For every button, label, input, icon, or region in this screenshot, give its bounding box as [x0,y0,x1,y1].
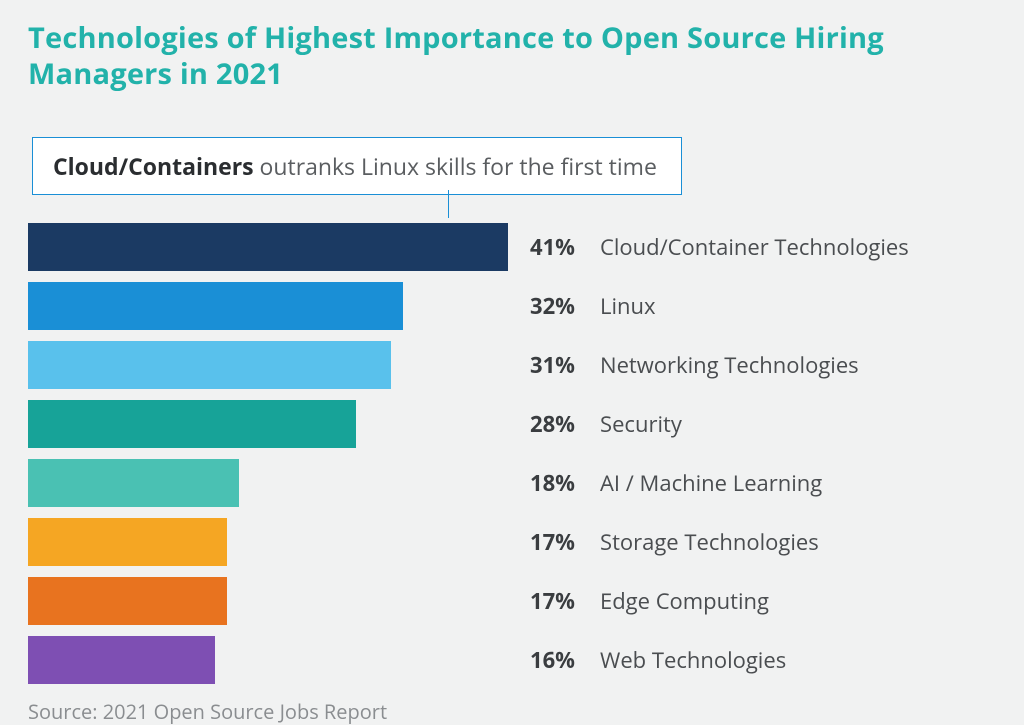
bar-label-area: 41%Cloud/Container Technologies [508,232,909,262]
bar-label-area: 32%Linux [508,291,656,321]
bar-percent: 32% [530,291,600,321]
bar [28,341,391,389]
bar [28,282,403,330]
bar [28,223,508,271]
bar-label-area: 16%Web Technologies [508,645,786,675]
bar [28,459,239,507]
bar-track [28,459,508,507]
bar-track [28,577,508,625]
source-text: Source: 2021 Open Source Jobs Report [28,698,996,725]
bar [28,518,227,566]
bar-label: Linux [600,291,656,321]
bar-chart: 41%Cloud/Container Technologies32%Linux3… [28,223,996,684]
bar-row: 16%Web Technologies [28,636,996,684]
bar-label: Edge Computing [600,586,769,616]
bar-row: 31%Networking Technologies [28,341,996,389]
callout-rest: outranks Linux skills for the first time [254,150,657,182]
bar-percent: 31% [530,350,600,380]
bar [28,577,227,625]
bar-label-area: 31%Networking Technologies [508,350,859,380]
bar-label: Security [600,409,682,439]
bar-percent: 17% [530,527,600,557]
bar-percent: 16% [530,645,600,675]
bar-label: Networking Technologies [600,350,859,380]
bar-label: Web Technologies [600,645,786,675]
bar-label-area: 28%Security [508,409,682,439]
bar-row: 17%Edge Computing [28,577,996,625]
bar-row: 28%Security [28,400,996,448]
bar-track [28,400,508,448]
bar-percent: 28% [530,409,600,439]
bar-percent: 18% [530,468,600,498]
bar-row: 41%Cloud/Container Technologies [28,223,996,271]
bar-row: 17%Storage Technologies [28,518,996,566]
callout-connector-line [448,190,449,218]
bar-label-area: 17%Storage Technologies [508,527,819,557]
chart-title: Technologies of Highest Importance to Op… [28,20,996,93]
bar-track [28,636,508,684]
bar-track [28,341,508,389]
bar-label: AI / Machine Learning [600,468,822,498]
bar-label-area: 18%AI / Machine Learning [508,468,822,498]
bar-track [28,282,508,330]
bar-track [28,518,508,566]
bar-label-area: 17%Edge Computing [508,586,769,616]
bar [28,400,356,448]
bar [28,636,215,684]
bar-percent: 41% [530,232,600,262]
bar-label: Cloud/Container Technologies [600,232,909,262]
bar-track [28,223,508,271]
callout-bold: Cloud/Containers [53,150,254,182]
bar-row: 32%Linux [28,282,996,330]
callout-wrap: Cloud/Containers outranks Linux skills f… [28,137,996,195]
bar-percent: 17% [530,586,600,616]
bar-label: Storage Technologies [600,527,819,557]
callout-box: Cloud/Containers outranks Linux skills f… [32,137,682,195]
bar-row: 18%AI / Machine Learning [28,459,996,507]
